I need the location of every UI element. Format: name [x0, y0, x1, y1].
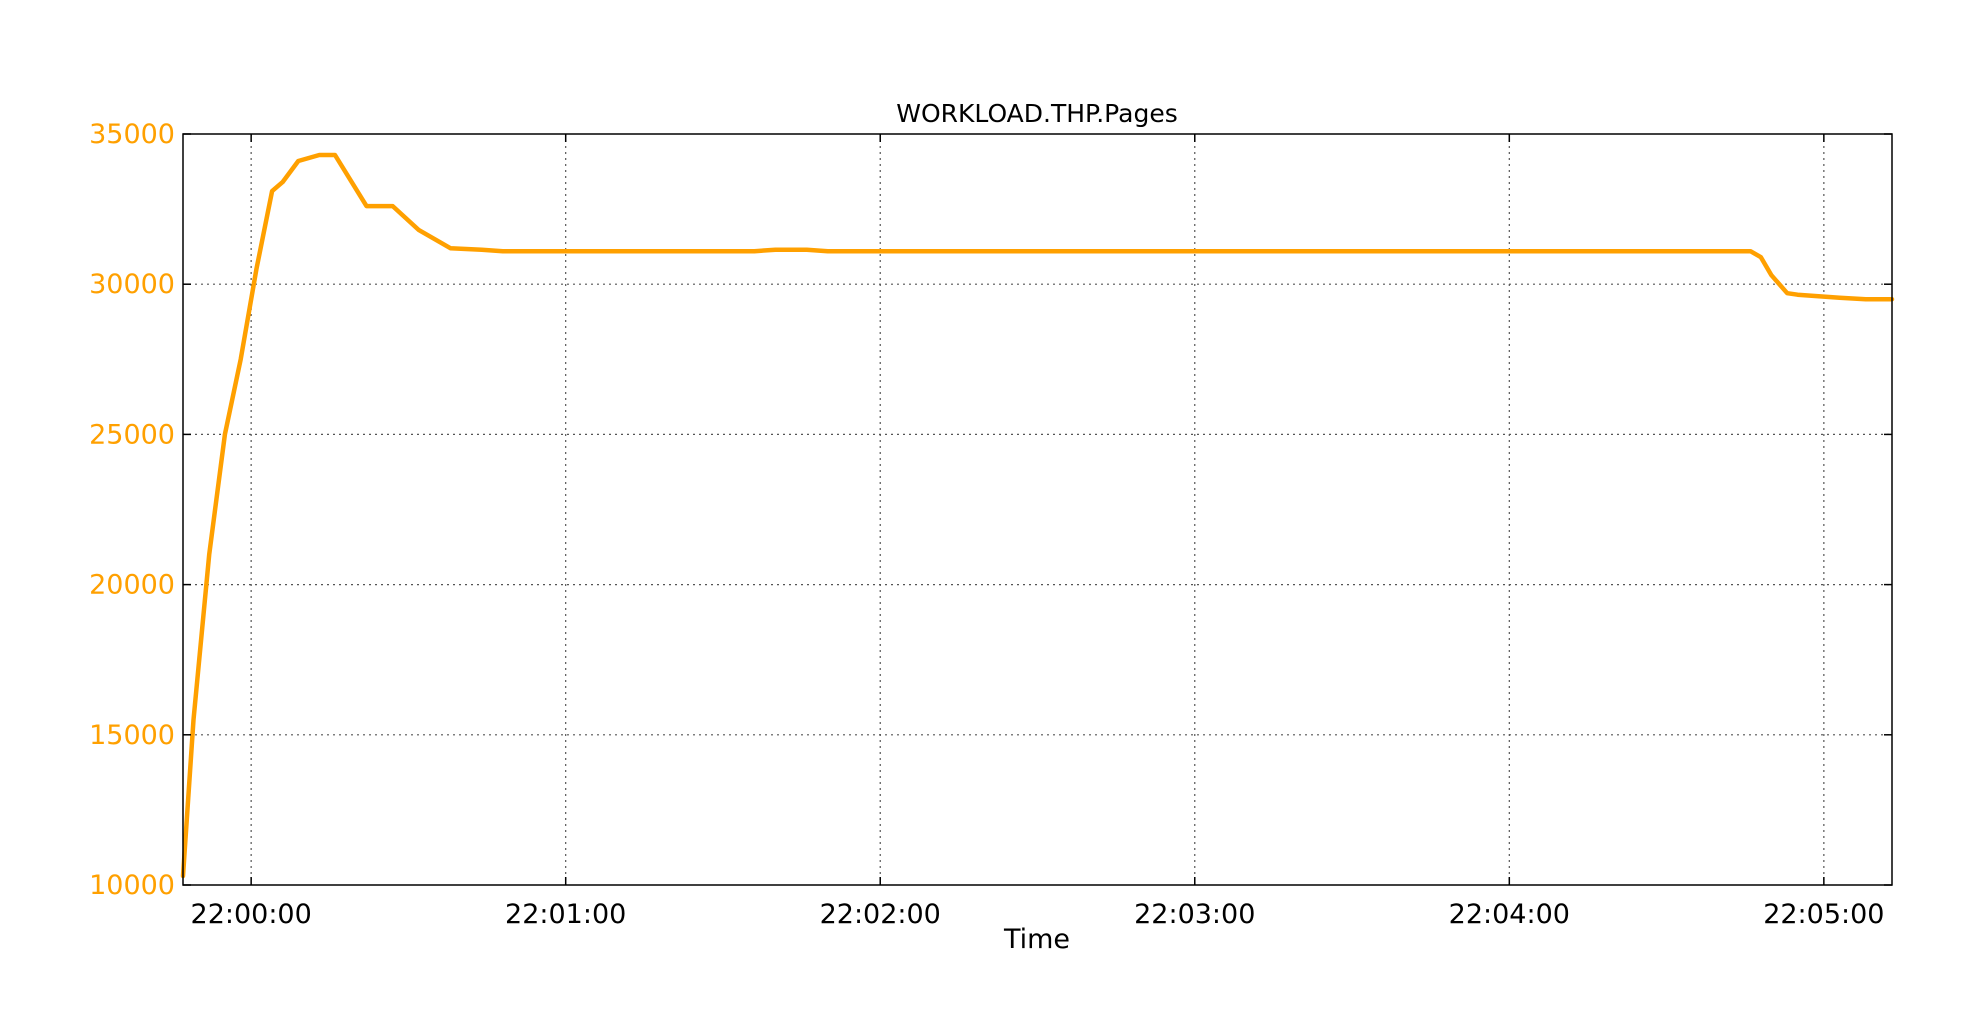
y-tick-label: 35000	[89, 119, 175, 150]
series-layer	[180, 152, 1895, 879]
x-axis-ticks: 22:00:00 22:01:00 22:02:00 22:03:00 22:04:00…	[191, 134, 1884, 930]
chart-title: WORKLOAD.THP.Pages	[896, 99, 1177, 128]
y-axis-ticks: 10000 15000 20000 25000 30000 35000	[89, 119, 1892, 901]
x-tick-label: 22:03:00	[1134, 899, 1255, 930]
x-axis-label: Time	[1003, 924, 1070, 955]
x-tick-label: 22:01:00	[505, 899, 626, 930]
x-tick-label: 22:04:00	[1449, 899, 1570, 930]
grid-lines	[183, 134, 1892, 885]
plot-frame	[182, 133, 1893, 886]
x-tick-label: 22:02:00	[820, 899, 941, 930]
y-tick-label: 30000	[89, 269, 175, 300]
y-tick-label: 15000	[89, 720, 175, 751]
y-tick-label: 10000	[89, 870, 175, 901]
x-tick-label: 22:05:00	[1763, 899, 1884, 930]
y-tick-label: 20000	[89, 570, 175, 601]
series-line	[180, 152, 1895, 879]
x-tick-label: 22:00:00	[191, 899, 312, 930]
y-tick-label: 25000	[89, 419, 175, 450]
